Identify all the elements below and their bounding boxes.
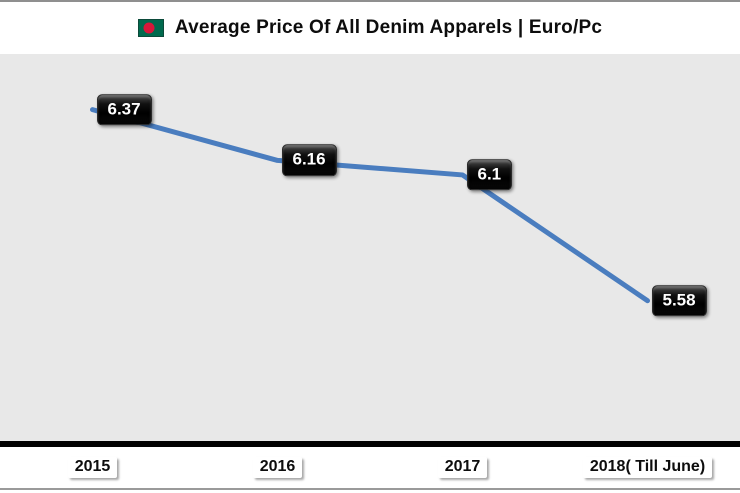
bottom-rule (0, 488, 740, 490)
bangladesh-flag-icon (137, 19, 164, 37)
x-axis-cell: 2015 (0, 447, 185, 488)
x-axis-cell: 2016 (185, 447, 370, 488)
x-axis: 2015 2016 2017 2018( Till June) (0, 447, 740, 488)
x-axis-label-2015: 2015 (67, 457, 118, 478)
flag-circle (143, 22, 155, 34)
title-band: Average Price Of All Denim Apparels | Eu… (0, 2, 740, 54)
data-point-label-2017: 6.1 (466, 159, 513, 191)
price-line (90, 107, 650, 304)
data-point-label-2015: 6.37 (96, 93, 152, 126)
x-axis-cell: 2017 (370, 447, 555, 488)
x-axis-cell: 2018( Till June) (555, 447, 740, 488)
data-point-label-2016: 6.16 (281, 144, 337, 177)
x-axis-label-2018: 2018( Till June) (582, 457, 713, 478)
top-border (0, 0, 740, 2)
x-axis-label-2017: 2017 (437, 457, 488, 478)
chart-title: Average Price Of All Denim Apparels | Eu… (174, 17, 603, 38)
data-point-label-2018: 5.58 (651, 285, 707, 317)
x-axis-label-2016: 2016 (252, 457, 303, 478)
x-axis-line (0, 441, 740, 447)
